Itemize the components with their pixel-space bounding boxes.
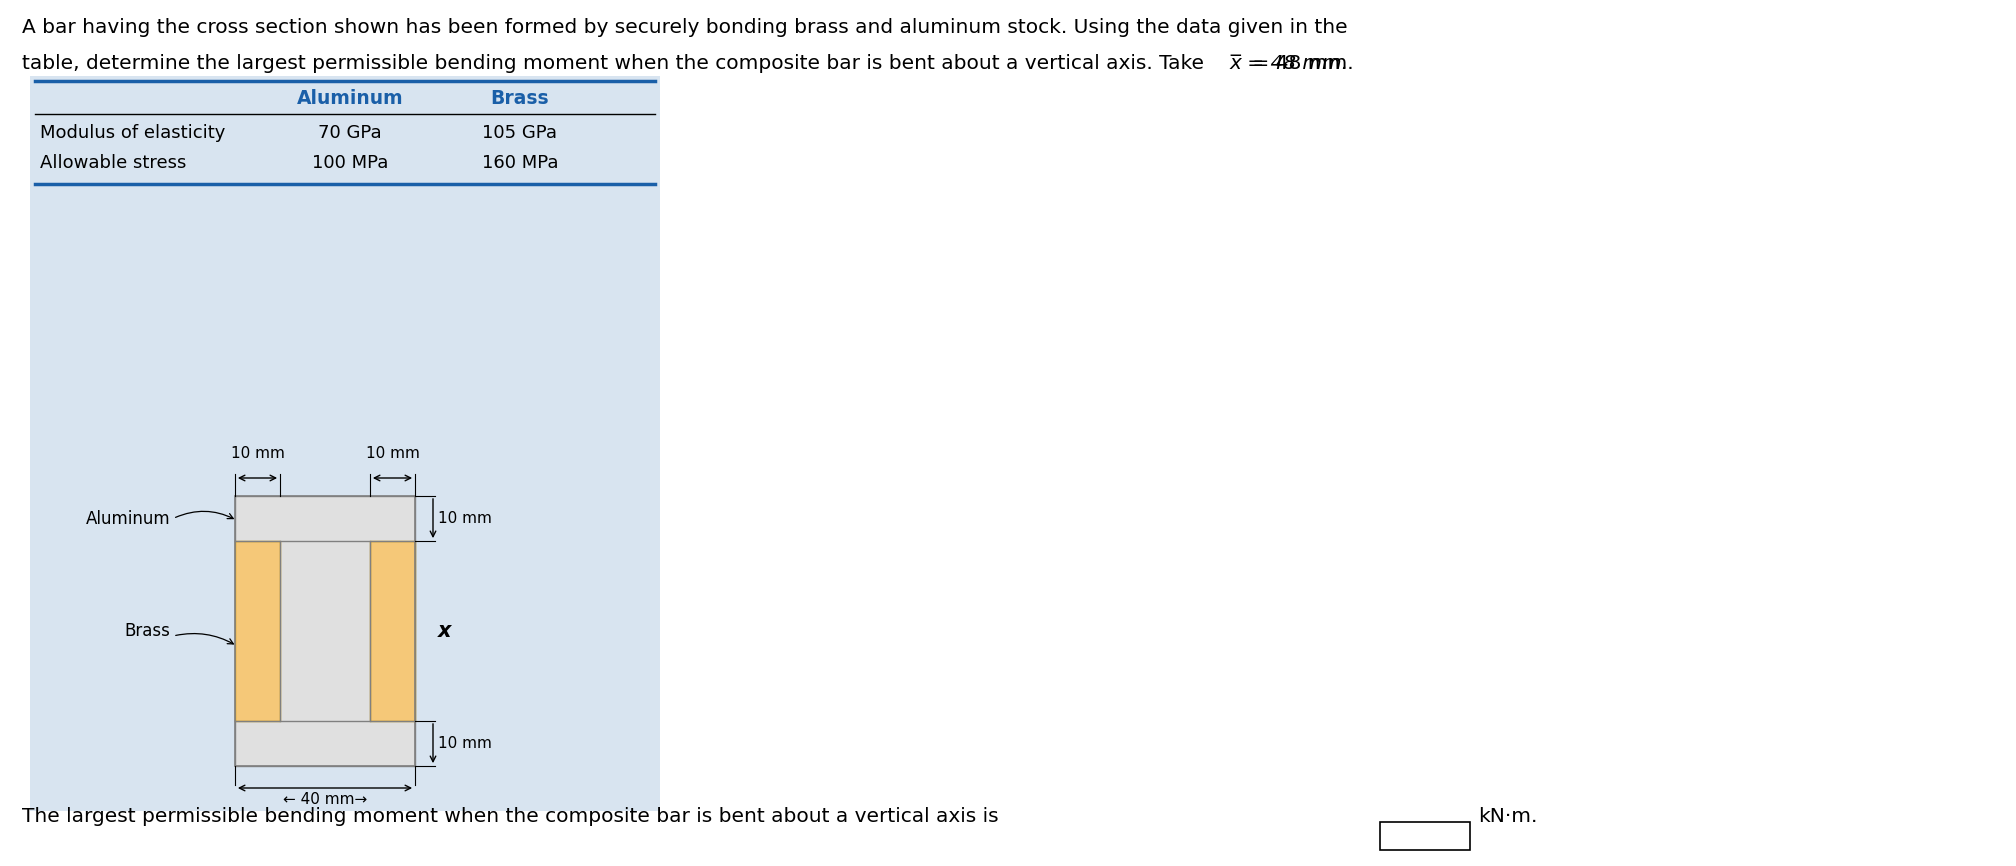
Text: Aluminum: Aluminum — [85, 509, 169, 527]
Text: A bar having the cross section shown has been formed by securely bonding brass a: A bar having the cross section shown has… — [22, 18, 1347, 37]
Bar — [236, 496, 415, 766]
Text: Aluminum: Aluminum — [296, 89, 403, 108]
Text: Brass: Brass — [490, 89, 548, 108]
Bar — [371, 541, 415, 721]
Bar — [1381, 822, 1470, 850]
Text: 10 mm: 10 mm — [230, 446, 284, 461]
Text: 70 GPa: 70 GPa — [319, 124, 381, 142]
Text: 10 mm: 10 mm — [365, 446, 419, 461]
Text: x: x — [437, 621, 452, 641]
Text: Modulus of elasticity: Modulus of elasticity — [40, 124, 226, 142]
Text: 100 MPa: 100 MPa — [312, 154, 389, 172]
Text: ← 40 mm→: ← 40 mm→ — [282, 792, 367, 807]
Text: 160 MPa: 160 MPa — [482, 154, 558, 172]
Text: = 48 mm.: = 48 mm. — [1246, 54, 1353, 73]
Text: The largest permissible bending moment when the composite bar is bent about a ve: The largest permissible bending moment w… — [22, 807, 998, 826]
Text: 10 mm: 10 mm — [437, 736, 492, 751]
Bar — [30, 76, 659, 811]
Text: kN·m.: kN·m. — [1478, 807, 1538, 826]
Bar — [236, 496, 415, 766]
Text: Allowable stress: Allowable stress — [40, 154, 185, 172]
Text: 10 mm: 10 mm — [437, 511, 492, 526]
Text: x̅ = 48 mm.: x̅ = 48 mm. — [1230, 54, 1349, 73]
Text: Brass: Brass — [125, 622, 169, 640]
Text: 105 GPa: 105 GPa — [482, 124, 558, 142]
Text: table, determine the largest permissible bending moment when the composite bar i: table, determine the largest permissible… — [22, 54, 1210, 73]
Bar — [236, 541, 280, 721]
